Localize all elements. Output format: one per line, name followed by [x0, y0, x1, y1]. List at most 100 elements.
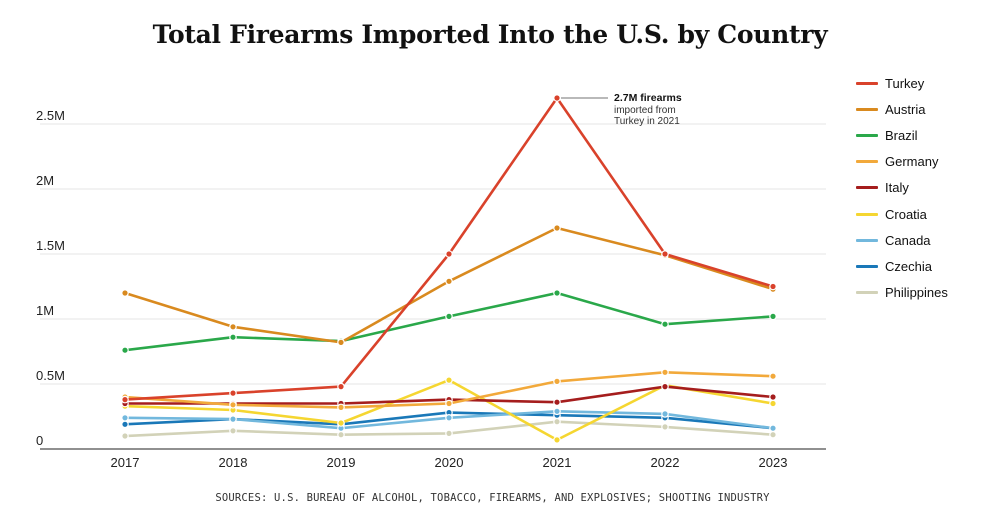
data-point: [661, 368, 669, 377]
series-line: [123, 291, 775, 352]
legend-label: Croatia: [885, 206, 927, 222]
series-canada: [121, 407, 777, 433]
x-tick-label: 2022: [651, 455, 680, 470]
data-point: [121, 420, 129, 429]
data-point: [229, 415, 237, 423]
legend-item-brazil: Brazil: [856, 122, 948, 148]
legend-label: Czechia: [885, 258, 932, 274]
legend-label: Germany: [885, 154, 939, 170]
annotation-text: Turkey in 2021: [614, 116, 680, 127]
data-point: [337, 403, 345, 412]
data-point: [445, 413, 453, 422]
data-point: [661, 382, 669, 391]
y-tick-label: 2.5M: [36, 108, 65, 123]
x-axis-ticks: 2017 2018 2019 2020 2021 2022 2023: [111, 455, 788, 470]
data-point: [121, 346, 129, 355]
x-tick-label: 2021: [543, 455, 572, 470]
data-point: [769, 424, 777, 433]
series-germany: [121, 368, 777, 412]
legend-item-canada: Canada: [856, 227, 948, 253]
data-point: [769, 399, 777, 408]
legend-item-turkey: Turkey: [856, 70, 948, 96]
legend-label: Italy: [885, 180, 909, 196]
y-tick-label: 0.5M: [36, 368, 65, 383]
series-austria: [121, 224, 777, 347]
data-point: [445, 376, 453, 384]
legend-swatch: [856, 291, 878, 295]
annotation-title: 2.7M firearms: [614, 92, 682, 104]
data-point: [337, 338, 345, 347]
legend-item-philippines: Philippines: [856, 280, 948, 306]
legend-item-germany: Germany: [856, 149, 948, 175]
data-point: [445, 399, 453, 408]
data-point: [337, 419, 345, 427]
legend-swatch: [856, 264, 878, 268]
data-point: [769, 372, 777, 381]
data-point: [769, 430, 777, 439]
data-point: [661, 320, 669, 329]
data-point: [229, 333, 237, 342]
x-tick-label: 2017: [111, 455, 140, 470]
data-point: [553, 407, 561, 416]
legend-item-croatia: Croatia: [856, 201, 948, 227]
y-tick-label: 1.5M: [36, 238, 65, 253]
series-line: [123, 96, 775, 401]
annotation-text: imported from: [614, 105, 676, 116]
data-point: [553, 417, 561, 426]
y-axis-ticks: 0 0.5M 1M 1.5M 2M 2.5M: [36, 108, 65, 448]
data-point: [121, 413, 129, 422]
data-point: [661, 250, 669, 258]
data-point: [553, 377, 561, 386]
y-tick-label: 2M: [36, 173, 54, 188]
data-point: [553, 94, 561, 102]
legend-swatch: [856, 186, 878, 190]
legend-swatch: [856, 133, 878, 137]
series-turkey: [121, 94, 777, 404]
data-point: [337, 382, 345, 391]
y-tick-label: 1M: [36, 303, 54, 318]
data-point: [229, 322, 237, 331]
series-philippines: [121, 417, 777, 440]
x-tick-label: 2020: [435, 455, 464, 470]
data-point: [661, 410, 669, 418]
data-point: [121, 289, 129, 297]
legend-item-italy: Italy: [856, 175, 948, 201]
data-point: [445, 429, 453, 438]
legend-label: Turkey: [885, 75, 925, 91]
legend-swatch: [856, 81, 878, 85]
legend-label: Philippines: [885, 285, 948, 301]
data-point: [553, 289, 561, 297]
data-point: [337, 430, 345, 439]
data-point: [769, 312, 777, 321]
x-tick-label: 2023: [759, 455, 788, 470]
data-point: [229, 400, 237, 409]
data-point: [121, 432, 129, 440]
data-point: [229, 426, 237, 435]
data-point: [553, 436, 561, 444]
x-tick-label: 2018: [219, 455, 248, 470]
legend-swatch: [856, 238, 878, 242]
legend-swatch: [856, 212, 878, 216]
legend: Turkey Austria Brazil Germany Italy Croatia Ca…: [856, 70, 948, 306]
data-point: [121, 395, 129, 404]
chart-title: Total Firearms Imported Into the U.S. by…: [152, 20, 828, 49]
legend-label: Canada: [885, 232, 931, 248]
legend-item-austria: Austria: [856, 96, 948, 122]
legend-swatch: [856, 107, 878, 111]
data-point: [661, 423, 669, 431]
legend-swatch: [856, 160, 878, 164]
data-point: [769, 393, 777, 401]
source-note: SOURCES: U.S. BUREAU OF ALCOHOL, TOBACCO…: [215, 492, 770, 504]
data-point: [553, 398, 561, 407]
data-point: [553, 224, 561, 232]
data-point: [445, 250, 453, 258]
data-point: [445, 277, 453, 286]
data-point: [229, 389, 237, 397]
series-lines: [121, 94, 777, 444]
legend-item-czechia: Czechia: [856, 253, 948, 279]
legend-label: Austria: [885, 101, 926, 117]
data-point: [769, 282, 777, 291]
series-line: [123, 226, 775, 344]
